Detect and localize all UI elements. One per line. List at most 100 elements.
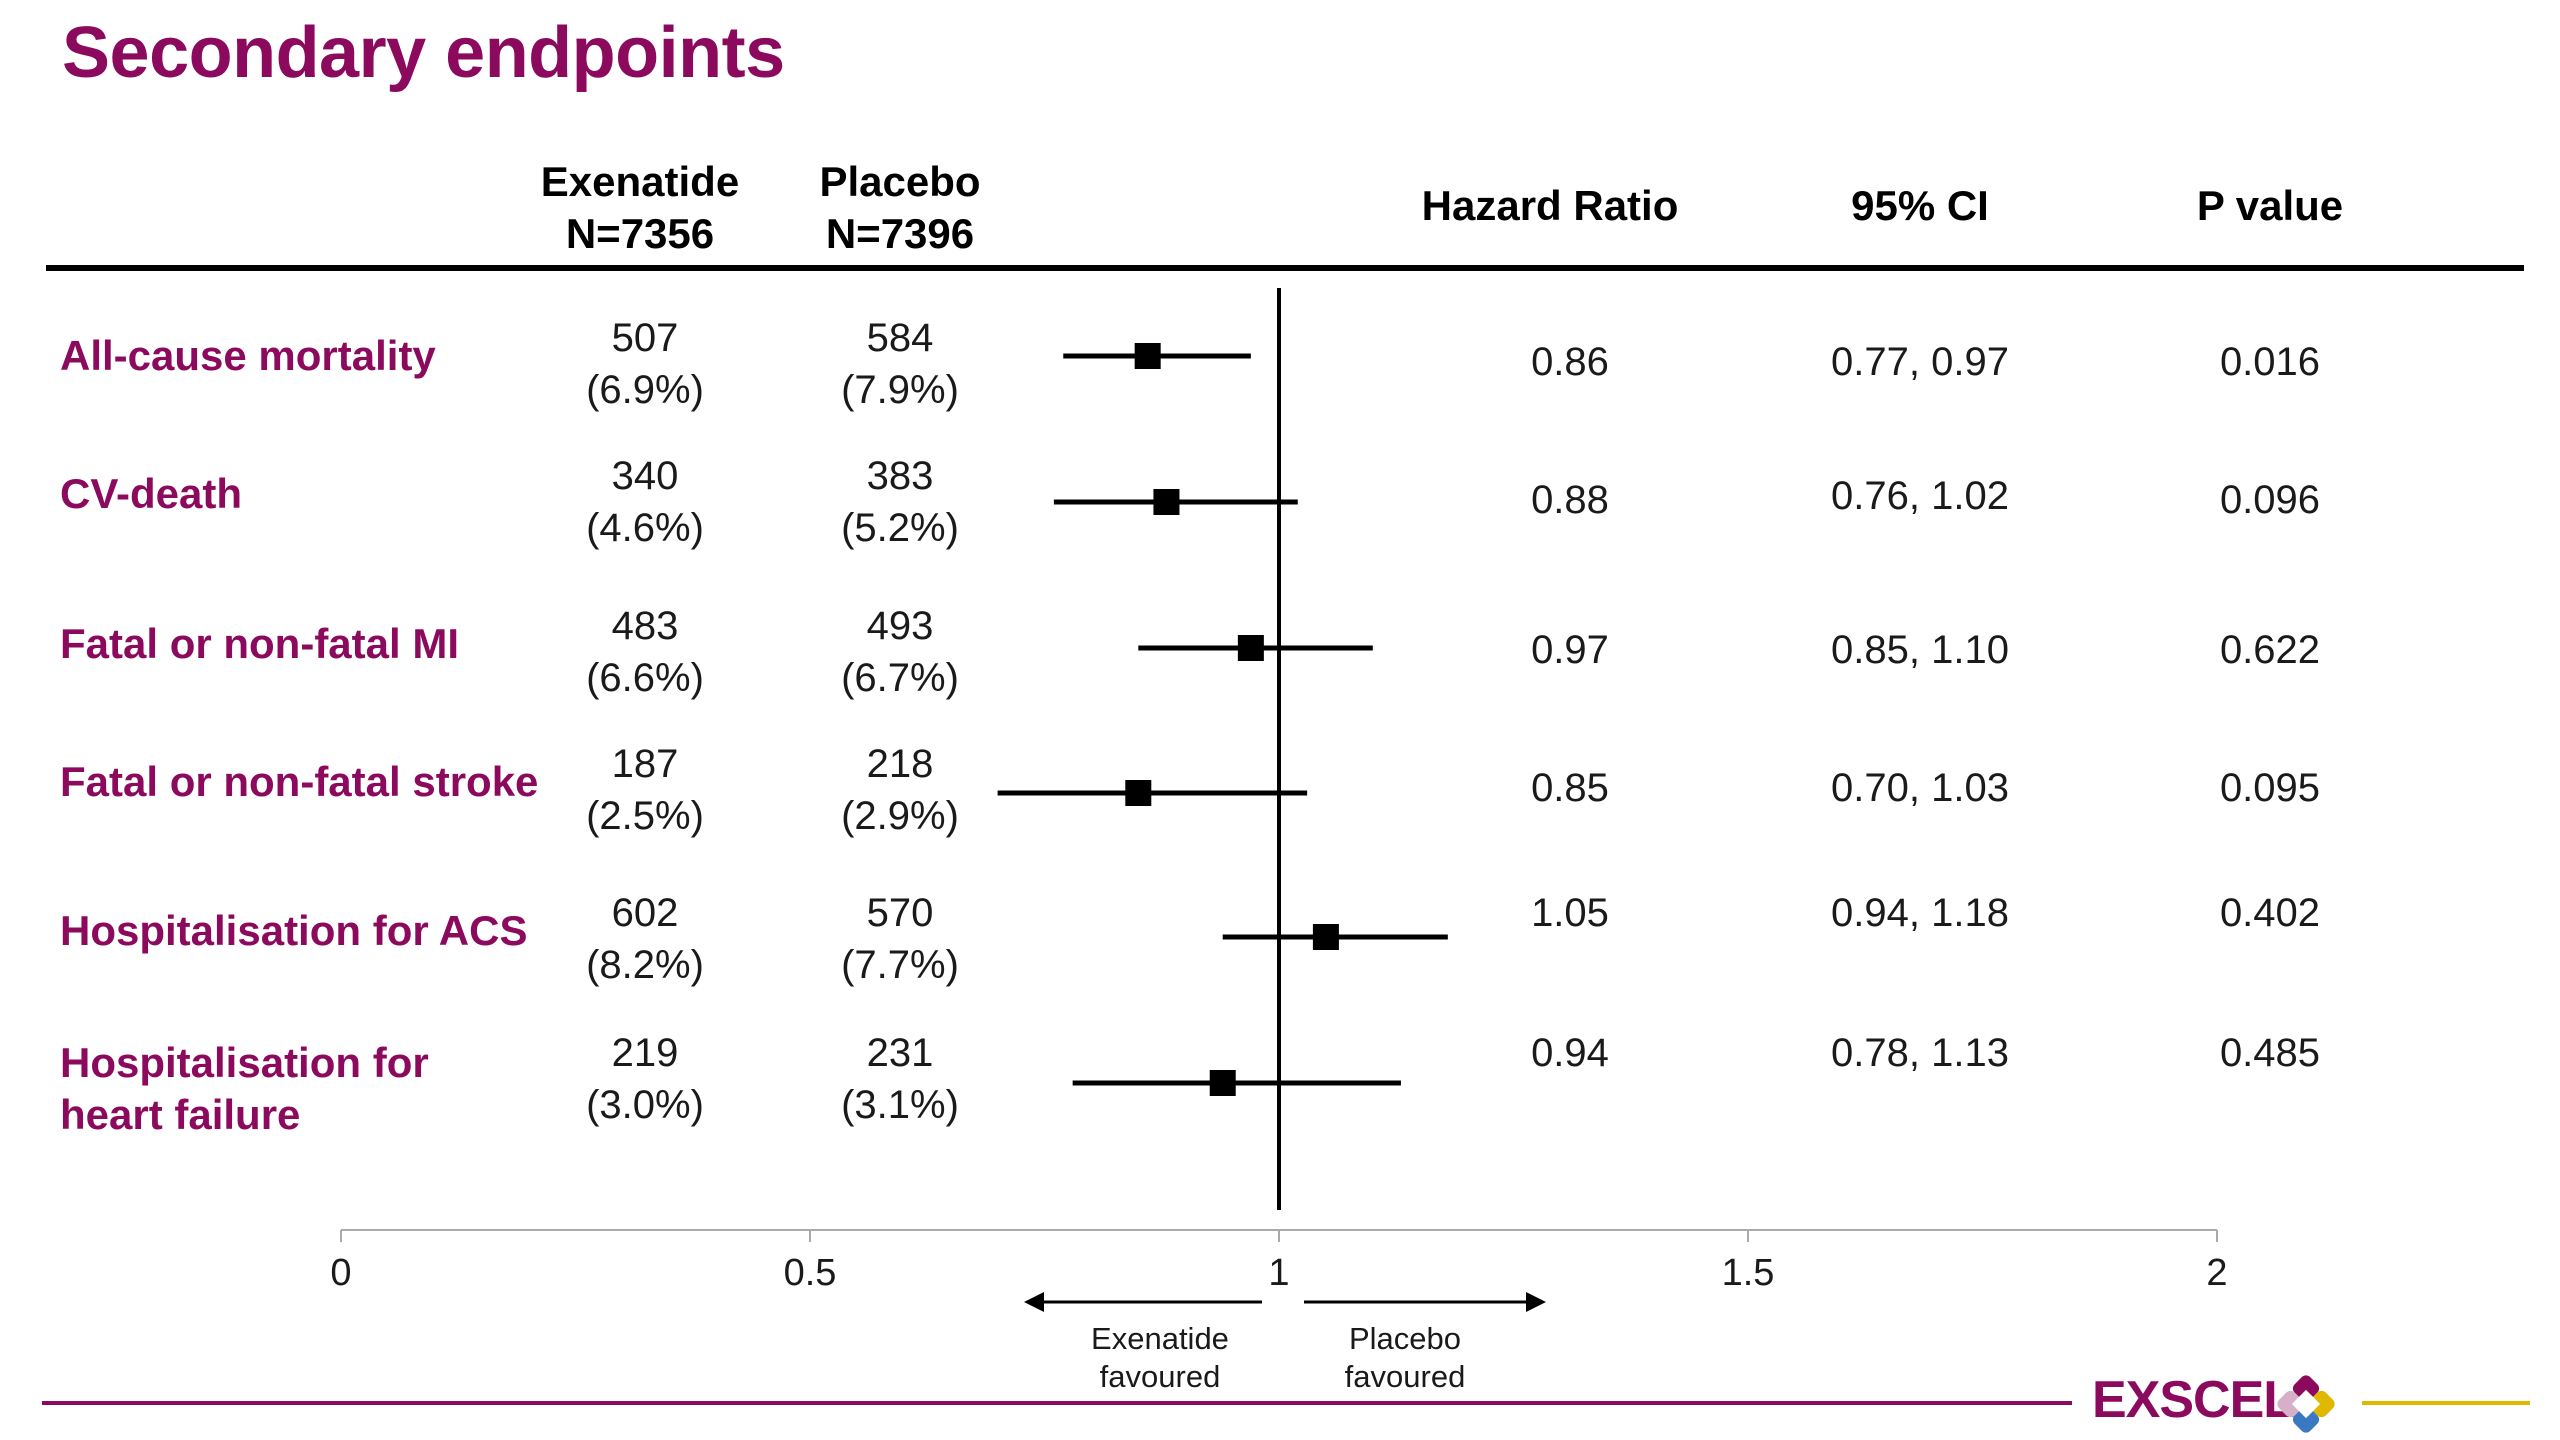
p-value: 0.402 <box>2219 891 2321 935</box>
exenatide-event-count: 340 <box>611 454 679 498</box>
placebo-event-count: 218 <box>866 742 934 786</box>
row-label-line: Fatal or non-fatal stroke <box>60 758 539 805</box>
p-value: 0.485 <box>2219 1031 2321 1075</box>
placebo-events-cell: 584 (7.9%) <box>780 312 1020 416</box>
exenatide-favoured-label: Exenatide favoured <box>1060 1320 1260 1396</box>
row-label-line: Hospitalisation for ACS <box>60 907 528 954</box>
placebo-events-cell: 570 (7.7%) <box>780 887 1020 991</box>
header-placebo-name: Placebo <box>819 158 981 205</box>
x-axis-tick-label: 0.5 <box>783 1252 837 1294</box>
exenatide-event-count: 187 <box>611 742 679 786</box>
footer-rule <box>42 1401 2072 1405</box>
exenatide-event-count: 507 <box>611 316 679 360</box>
placebo-events-cell: 383 (5.2%) <box>780 450 1020 554</box>
exenatide-favoured-line-2: favoured <box>1099 1359 1221 1394</box>
hr-marker <box>1237 635 1264 661</box>
hazard-ratio-value: 0.86 <box>1531 340 1609 384</box>
header-p-value: P value <box>2196 182 2344 229</box>
row-label-line: All-cause mortality <box>60 332 436 379</box>
header-exenatide: Exenatide N=7356 <box>520 156 760 260</box>
row-label: Fatal or non-fatal MI <box>60 618 459 670</box>
p-value: 0.095 <box>2219 766 2321 810</box>
exenatide-event-percent: (4.6%) <box>586 506 704 550</box>
exscel-logo-text: EXSCEL <box>2092 1371 2295 1429</box>
header-exenatide-name: Exenatide <box>540 158 740 205</box>
ci-value: 0.94, 1.18 <box>1831 891 2009 935</box>
placebo-event-percent: (7.9%) <box>841 368 959 412</box>
placebo-events-cell: 493 (6.7%) <box>780 600 1020 704</box>
placebo-event-percent: (7.7%) <box>841 943 959 987</box>
header-placebo-n: N=7396 <box>825 210 975 257</box>
row-label: Fatal or non-fatal stroke <box>60 756 538 808</box>
placebo-event-percent: (6.7%) <box>841 656 959 700</box>
ci-value: 0.70, 1.03 <box>1831 766 2009 810</box>
exenatide-events-cell: 219 (3.0%) <box>525 1027 765 1131</box>
hazard-ratio-value: 1.05 <box>1531 891 1609 935</box>
exenatide-favoured-arrowhead <box>1024 1292 1044 1312</box>
exenatide-event-count: 483 <box>611 604 679 648</box>
exenatide-event-percent: (8.2%) <box>586 943 704 987</box>
placebo-events-cell: 231 (3.1%) <box>780 1027 1020 1131</box>
ci-value: 0.76, 1.02 <box>1831 474 2009 518</box>
page-title: Secondary endpoints <box>62 13 785 93</box>
placebo-event-count: 493 <box>866 604 934 648</box>
exenatide-events-cell: 602 (8.2%) <box>525 887 765 991</box>
placebo-event-count: 383 <box>866 454 934 498</box>
row-label-line: Hospitalisation for <box>60 1039 429 1086</box>
ci-value: 0.77, 0.97 <box>1831 340 2009 384</box>
exenatide-events-cell: 483 (6.6%) <box>525 600 765 704</box>
hr-marker <box>1125 780 1152 806</box>
x-axis-tick-label: 0 <box>330 1252 352 1294</box>
row-label: All-cause mortality <box>60 330 436 382</box>
exenatide-favoured-line-1: Exenatide <box>1091 1321 1229 1356</box>
header-hazard-ratio: Hazard Ratio <box>1421 182 1679 229</box>
hr-marker <box>1153 489 1180 515</box>
placebo-event-percent: (3.1%) <box>841 1083 959 1127</box>
exenatide-event-count: 602 <box>611 891 679 935</box>
footer-accent-line <box>2362 1401 2530 1405</box>
logo-segment-blue <box>2292 1406 2320 1433</box>
x-axis-tick-label: 1.5 <box>1721 1252 1775 1294</box>
hr-marker <box>1134 343 1161 369</box>
header-exenatide-n: N=7356 <box>565 210 715 257</box>
x-axis-tick-label: 1 <box>1268 1252 1290 1294</box>
placebo-event-percent: (5.2%) <box>841 506 959 550</box>
exenatide-event-percent: (6.6%) <box>586 656 704 700</box>
logo-segment-purple <box>2292 1375 2320 1402</box>
row-label: Hospitalisation for heart failure <box>60 1037 429 1141</box>
placebo-event-percent: (2.9%) <box>841 794 959 838</box>
logo-segment-yellow <box>2308 1390 2335 1418</box>
exenatide-event-percent: (3.0%) <box>586 1083 704 1127</box>
exenatide-events-cell: 187 (2.5%) <box>525 738 765 842</box>
row-label-line: Fatal or non-fatal MI <box>60 620 459 667</box>
placebo-favoured-line-2: favoured <box>1344 1359 1466 1394</box>
exenatide-event-percent: (2.5%) <box>586 794 704 838</box>
x-axis-tick-label: 2 <box>2206 1252 2228 1294</box>
logo-segment-pink <box>2277 1390 2304 1418</box>
exenatide-event-count: 219 <box>611 1031 679 1075</box>
placebo-favoured-line-1: Placebo <box>1348 1321 1462 1356</box>
p-value: 0.096 <box>2219 478 2321 522</box>
placebo-event-count: 231 <box>866 1031 934 1075</box>
p-value: 0.016 <box>2219 340 2321 384</box>
row-label: CV-death <box>60 468 242 520</box>
exscel-logo-icon <box>2277 1375 2335 1433</box>
placebo-event-count: 570 <box>866 891 934 935</box>
exenatide-event-percent: (6.9%) <box>586 368 704 412</box>
placebo-favoured-label: Placebo favoured <box>1305 1320 1505 1396</box>
row-label-line: CV-death <box>60 470 243 517</box>
header-placebo: Placebo N=7396 <box>780 156 1020 260</box>
hr-marker <box>1209 1070 1236 1096</box>
hazard-ratio-value: 0.94 <box>1531 1031 1609 1075</box>
exenatide-events-cell: 507 (6.9%) <box>525 312 765 416</box>
placebo-event-count: 584 <box>866 316 934 360</box>
ci-value: 0.85, 1.10 <box>1831 628 2009 672</box>
header-rule <box>46 265 2524 271</box>
placebo-events-cell: 218 (2.9%) <box>780 738 1020 842</box>
hazard-ratio-value: 0.97 <box>1531 628 1609 672</box>
logo-center <box>2291 1389 2321 1419</box>
row-label: Hospitalisation for ACS <box>60 905 527 957</box>
header-ci: 95% CI <box>1851 182 1989 229</box>
hazard-ratio-value: 0.88 <box>1531 478 1609 522</box>
